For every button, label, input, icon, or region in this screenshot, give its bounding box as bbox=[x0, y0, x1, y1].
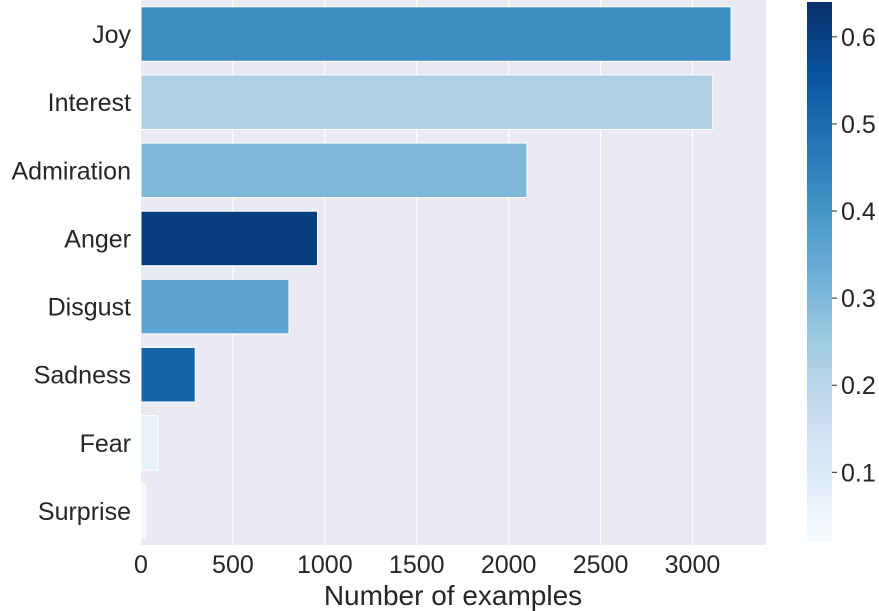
category-label: Fear bbox=[80, 430, 131, 458]
bar-anger bbox=[140, 210, 318, 267]
x-tick-label: 500 bbox=[212, 551, 254, 579]
colorbar-tick-label: 0.6 bbox=[841, 24, 876, 52]
x-tick-labels: 0 500 1000 1500 2000 2500 3000 bbox=[134, 551, 720, 579]
colorbar-tick-label: 0.3 bbox=[841, 285, 876, 313]
colorbar bbox=[807, 2, 832, 542]
x-tick-label: 3000 bbox=[665, 551, 721, 579]
bar-interest bbox=[140, 74, 714, 130]
category-label: Anger bbox=[64, 225, 131, 253]
colorbar-tick-label: 0.1 bbox=[841, 459, 876, 487]
bars bbox=[140, 6, 732, 539]
bar-admiration bbox=[140, 142, 528, 199]
x-tick-label: 2000 bbox=[481, 551, 537, 579]
bar-disgust bbox=[140, 278, 290, 335]
category-label: Interest bbox=[48, 89, 131, 117]
x-tick-label: 1500 bbox=[389, 551, 445, 579]
x-tick-label: 2500 bbox=[573, 551, 629, 579]
category-label: Admiration bbox=[12, 157, 132, 185]
category-label: Surprise bbox=[38, 498, 131, 526]
x-tick-label: 0 bbox=[134, 551, 148, 579]
bar-surprise bbox=[140, 483, 147, 539]
colorbar-tick-label: 0.4 bbox=[841, 198, 876, 226]
bar-fear bbox=[140, 415, 159, 471]
colorbar-tick-label: 0.2 bbox=[841, 372, 876, 400]
category-labels: Joy Interest Admiration Anger Disgust Sadness… bbox=[12, 21, 132, 526]
colorbar-ticks: 0.1 0.2 0.3 0.4 0.5 0.6 bbox=[832, 24, 876, 487]
colorbar-tick-label: 0.5 bbox=[841, 111, 876, 139]
bar-sadness bbox=[140, 346, 196, 403]
category-label: Joy bbox=[92, 21, 131, 49]
category-label: Sadness bbox=[34, 362, 131, 390]
category-label: Disgust bbox=[48, 294, 131, 322]
bar-joy bbox=[140, 6, 732, 62]
x-axis-title: Number of examples bbox=[324, 580, 582, 611]
x-tick-label: 1000 bbox=[297, 551, 353, 579]
